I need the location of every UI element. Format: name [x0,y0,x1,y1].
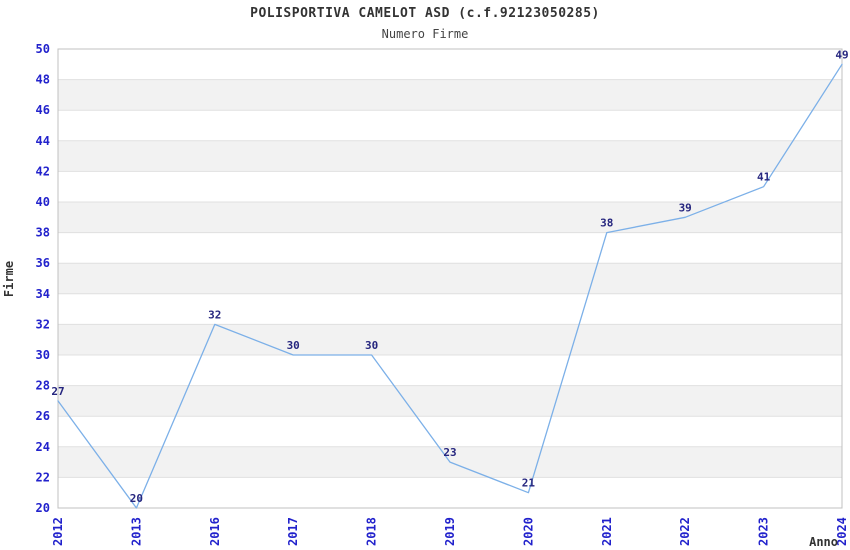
x-tick-label: 2019 [443,517,457,546]
y-tick-label: 28 [36,379,50,393]
plot-band [58,385,842,417]
y-tick-label: 38 [36,226,50,240]
plot-band [58,263,842,294]
y-axis-label: Firme [2,260,16,298]
data-point-label: 41 [757,171,771,184]
x-tick-label: 2018 [365,517,379,546]
data-point-label: 30 [287,339,300,352]
y-tick-label: 48 [36,73,50,87]
chart-title: POLISPORTIVA CAMELOT ASD (c.f.9212305028… [250,6,600,21]
y-tick-label: 34 [36,287,50,301]
y-tick-label: 22 [36,470,50,484]
y-tick-label: 44 [36,134,50,148]
data-point-label: 39 [679,201,692,214]
data-point-label: 49 [835,48,848,61]
data-point-label: 27 [51,385,64,398]
y-tick-label: 36 [36,256,50,270]
x-tick-label: 2021 [600,517,614,546]
data-point-label: 21 [522,477,536,490]
y-tick-label: 50 [36,42,50,56]
x-tick-label: 2020 [521,517,535,546]
x-tick-label: 2016 [208,517,222,546]
x-tick-label: 2013 [129,517,143,546]
series-line [57,63,843,509]
y-tick-label: 42 [36,164,50,178]
y-tick-label: 46 [36,103,50,117]
y-tick-label: 40 [36,195,50,209]
y-tick-label: 24 [36,440,50,454]
y-tick-label: 20 [36,501,50,515]
x-tick-label: 2017 [286,517,300,546]
y-tick-label: 32 [36,317,50,331]
x-tick-label: 2022 [678,517,692,546]
x-tick-label: 2023 [757,517,771,546]
x-tick-label: 2012 [51,517,65,546]
data-point-label: 38 [600,217,613,230]
data-point-label: 30 [365,339,378,352]
plot-band [58,324,842,355]
x-axis-label: Anno [809,535,838,549]
data-point-label: 20 [130,492,143,505]
plot-band [58,140,842,172]
plot-band [58,202,842,233]
data-point-label: 23 [443,446,456,459]
x-tick-label: 2024 [835,517,849,546]
plot-border [57,48,843,509]
chart-subtitle: Numero Firme [381,27,469,41]
plot-band [58,79,842,111]
y-tick-label: 30 [36,348,50,362]
y-tick-label: 26 [36,409,50,423]
data-point-label: 32 [208,308,221,321]
